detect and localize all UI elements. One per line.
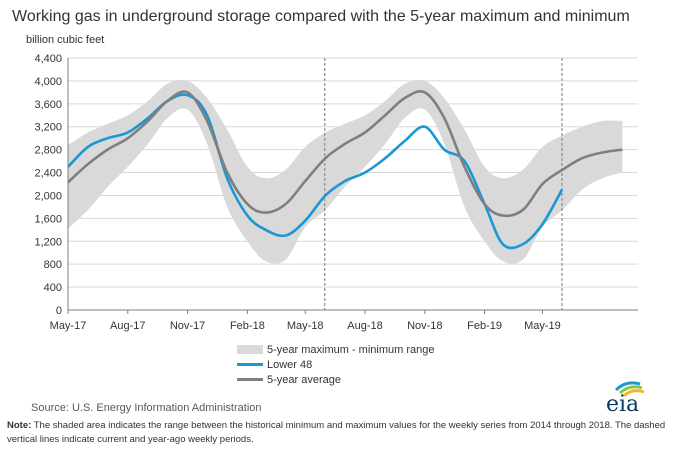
y-tick-label-2800: 2,800 — [34, 145, 62, 157]
legend-item-lower48: Lower 48 — [237, 357, 434, 372]
legend: 5-year maximum - minimum range Lower 48 … — [237, 342, 434, 387]
x-tick-label-Feb-19: Feb-19 — [467, 320, 502, 332]
legend-swatch-lower48 — [237, 363, 263, 366]
y-tick-label-3600: 3,600 — [34, 99, 62, 111]
eia-logo-swooshes-icon — [614, 381, 645, 398]
y-tick-label-0: 0 — [56, 305, 62, 317]
note-text: The shaded area indicates the range betw… — [7, 420, 666, 445]
legend-swatch-range — [237, 345, 263, 354]
y-tick-label-800: 800 — [44, 259, 62, 271]
y-tick-label-3200: 3,200 — [34, 122, 62, 134]
eia-logo-text: eia — [606, 392, 640, 417]
x-tick-label-Nov-17: Nov-17 — [170, 320, 205, 332]
y-tick-label-2400: 2,400 — [34, 168, 62, 180]
x-tick-label-Nov-18: Nov-18 — [407, 320, 442, 332]
x-tick-label-Aug-17: Aug-17 — [110, 320, 145, 332]
eia-logo: eia — [600, 378, 660, 418]
x-tick-label-Feb-18: Feb-18 — [230, 320, 265, 332]
x-tick-label-Aug-18: Aug-18 — [347, 320, 382, 332]
note: Note: The shaded area indicates the rang… — [7, 419, 667, 447]
y-tick-label-400: 400 — [44, 282, 62, 294]
y-tick-label-4000: 4,000 — [34, 76, 62, 88]
y-tick-label-1600: 1,600 — [34, 213, 62, 225]
note-label: Note: — [7, 420, 32, 431]
x-tick-label-May-18: May-18 — [287, 320, 324, 332]
series-line-5yr-average — [67, 90, 623, 218]
legend-item-range: 5-year maximum - minimum range — [237, 342, 434, 357]
legend-label-avg: 5-year average — [267, 373, 341, 386]
x-tick-label-May-19: May-19 — [524, 320, 561, 332]
x-tick-label-May-17: May-17 — [50, 320, 87, 332]
chart-title: Working gas in underground storage compa… — [12, 8, 630, 25]
legend-swatch-avg — [237, 378, 263, 381]
legend-label-range: 5-year maximum - minimum range — [267, 343, 435, 356]
y-axis-unit-label: billion cubic feet — [26, 34, 105, 46]
y-tick-label-4400: 4,400 — [34, 53, 62, 65]
source-text: Source: U.S. Energy Information Administ… — [31, 402, 262, 414]
legend-item-avg: 5-year average — [237, 372, 434, 387]
range-band — [68, 79, 623, 264]
y-tick-label-2000: 2,000 — [34, 190, 62, 202]
legend-label-lower48: Lower 48 — [267, 358, 313, 371]
y-tick-label-1200: 1,200 — [34, 236, 62, 248]
